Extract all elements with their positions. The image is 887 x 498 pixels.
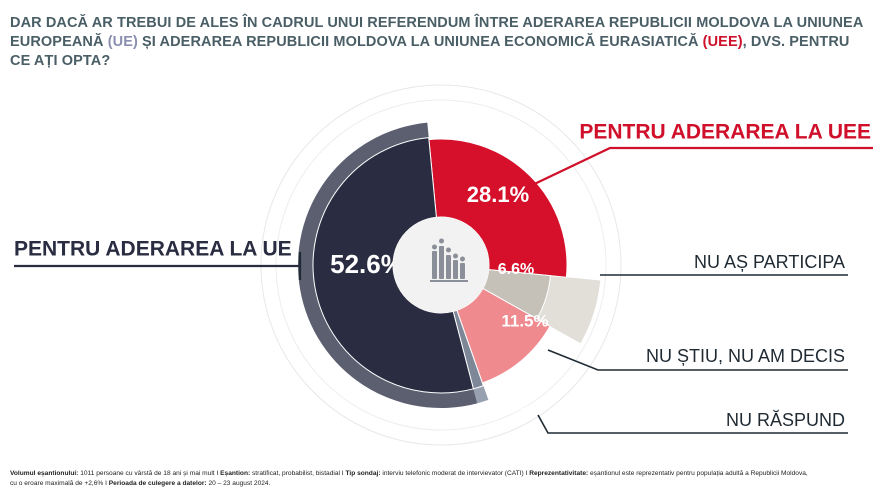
category-labels-group: PENTRU ADERAREA LA UEE NU AȘ PARTICIPA NU … bbox=[14, 121, 871, 430]
leader-line-nu_stiu bbox=[547, 349, 848, 371]
footer-error-value: cu o eroare maximală de +2,6% bbox=[10, 479, 104, 487]
footer-sep-2: I bbox=[339, 470, 346, 477]
value-label-uee: 28.1% bbox=[467, 182, 529, 207]
footer-sep-4: I bbox=[103, 479, 109, 487]
title-part-2: ȘI ADERAREA REPUBLICII MOLDOVA LA UNIUNE… bbox=[137, 34, 703, 50]
value-label-nu_raspund: 1.3% bbox=[517, 388, 536, 413]
title-part-1: DAR DACĂ AR TREBUI DE ALES ÎN CADRUL UNU… bbox=[10, 15, 863, 50]
footer-period-value: 20 – 23 august 2024. bbox=[206, 479, 271, 487]
center-hub bbox=[393, 217, 489, 313]
slices-group bbox=[312, 137, 568, 394]
footer-volume-label: Volumul eșantionului: bbox=[10, 470, 79, 477]
footer-repr-label: Reprezentativitate: bbox=[529, 470, 589, 477]
methodology-footer: Volumul eșantionului: 1011 persoane cu v… bbox=[10, 469, 880, 488]
category-label-ue: PENTRU ADERAREA LA UE bbox=[14, 238, 292, 261]
value-label-nu_particip: 6.6% bbox=[498, 261, 534, 278]
title-uee-abbr: (UEE) bbox=[702, 34, 743, 50]
footer-period-label: Perioada de culegere a datelor: bbox=[108, 479, 207, 487]
outer-ring-nu_raspund bbox=[473, 385, 489, 404]
value-label-nu_stiu: 11.5% bbox=[501, 311, 548, 330]
title-ue-abbr: (UE) bbox=[107, 34, 138, 50]
value-label-ue: 52.6% bbox=[330, 249, 404, 279]
category-label-nu_stiu: NU ȘTIU, NU AM DECIS bbox=[646, 346, 845, 366]
leader-lines-group bbox=[14, 146, 873, 434]
people-chart-icon bbox=[430, 238, 468, 282]
outer-ring-group bbox=[297, 122, 601, 409]
footer-type-value: interviu telefonic moderat de intervieva… bbox=[380, 470, 524, 477]
footer-sample-label: Eșantion: bbox=[220, 470, 251, 477]
outer-ring-nu_particip bbox=[536, 275, 601, 344]
category-label-uee: PENTRU ADERAREA LA UEE bbox=[579, 121, 871, 144]
category-label-nu_raspund: NU RĂSPUND bbox=[726, 410, 845, 430]
footer-volume-value: 1011 persoane cu vârstă de 18 ani și mai… bbox=[78, 470, 215, 477]
footer-type-label: Tip sondaj: bbox=[345, 470, 381, 477]
page-title: DAR DACĂ AR TREBUI DE ALES ÎN CADRUL UNU… bbox=[10, 14, 870, 71]
leader-line-nu_raspund bbox=[537, 414, 848, 434]
footer-sample-value: stratificat, probabilist, bistadial bbox=[250, 470, 340, 477]
footer-sep-1: I bbox=[214, 470, 221, 477]
leader-line-uee bbox=[525, 146, 873, 189]
category-label-nu_particip: NU AȘ PARTICIPA bbox=[694, 252, 845, 272]
footer-sep-3: I bbox=[523, 470, 530, 477]
title-part-3: , DVS. PENTRU CE AȚI OPTA? bbox=[10, 34, 850, 69]
footer-repr-value: eșantionul este reprezentativ pentru pop… bbox=[588, 470, 808, 477]
